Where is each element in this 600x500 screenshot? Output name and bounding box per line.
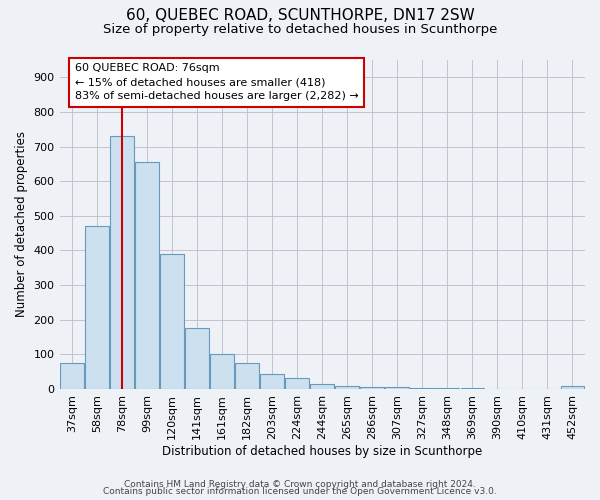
Bar (260, 374, 284, 389)
Bar (335, 386, 359, 389)
Bar (110, 136, 134, 389)
Text: 60 QUEBEC ROAD: 76sqm
← 15% of detached houses are smaller (418)
83% of semi-det: 60 QUEBEC ROAD: 76sqm ← 15% of detached … (74, 64, 358, 102)
Bar (385, 387, 409, 389)
Bar (85, 226, 109, 389)
Bar (461, 388, 484, 389)
Text: Contains HM Land Registry data © Crown copyright and database right 2024.: Contains HM Land Registry data © Crown c… (124, 480, 476, 489)
Text: Contains public sector information licensed under the Open Government Licence v3: Contains public sector information licen… (103, 487, 497, 496)
Bar (410, 388, 434, 389)
Bar (310, 384, 334, 389)
Text: Size of property relative to detached houses in Scunthorpe: Size of property relative to detached ho… (103, 22, 497, 36)
Bar (436, 388, 459, 389)
Bar (185, 328, 209, 389)
Bar (235, 363, 259, 389)
Bar (361, 387, 384, 389)
X-axis label: Distribution of detached houses by size in Scunthorpe: Distribution of detached houses by size … (162, 444, 482, 458)
Bar (160, 254, 184, 389)
Y-axis label: Number of detached properties: Number of detached properties (15, 132, 28, 318)
Bar (286, 378, 309, 389)
Bar (560, 386, 584, 389)
Text: 60, QUEBEC ROAD, SCUNTHORPE, DN17 2SW: 60, QUEBEC ROAD, SCUNTHORPE, DN17 2SW (125, 8, 475, 22)
Bar (60, 363, 84, 389)
Bar (210, 354, 234, 389)
Bar (135, 162, 159, 389)
